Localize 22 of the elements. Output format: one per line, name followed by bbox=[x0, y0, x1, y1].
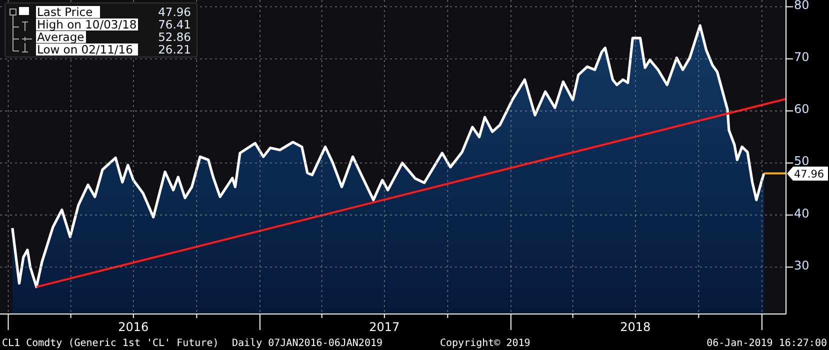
y-tick-label: 50 bbox=[794, 154, 810, 168]
text: Daily 07JAN2016-06JAN2019 bbox=[232, 338, 383, 349]
x-tick-label: 2018 bbox=[620, 320, 651, 334]
annotation: 26.21 bbox=[158, 42, 191, 56]
y-tick-label: 60 bbox=[794, 102, 810, 116]
text: CL1 Comdty (Generic 1st 'CL' Future) bbox=[2, 338, 219, 349]
annotation: Average bbox=[37, 30, 84, 44]
y-tick-label: 40 bbox=[794, 206, 810, 220]
legend-label: Last Price bbox=[37, 5, 93, 19]
y-tick-label: 30 bbox=[794, 258, 810, 272]
annotation: 76.41 bbox=[158, 18, 191, 32]
x-tick-label: 2016 bbox=[118, 320, 149, 334]
annotation: Low on 02/11/16 bbox=[37, 42, 133, 56]
annotation: High on 10/03/18 bbox=[37, 18, 137, 32]
y-tick-label: 80 bbox=[794, 0, 810, 12]
annotation: 52.86 bbox=[158, 30, 191, 44]
text: Copyright© 2019 bbox=[440, 338, 530, 349]
annotation: 47.96 bbox=[158, 5, 191, 19]
annotation: 47.96 bbox=[794, 168, 824, 180]
y-tick-label: 70 bbox=[794, 50, 810, 64]
text: 06-Jan-2019 16:27:00 bbox=[706, 338, 827, 349]
x-tick-label: 2017 bbox=[369, 320, 400, 334]
